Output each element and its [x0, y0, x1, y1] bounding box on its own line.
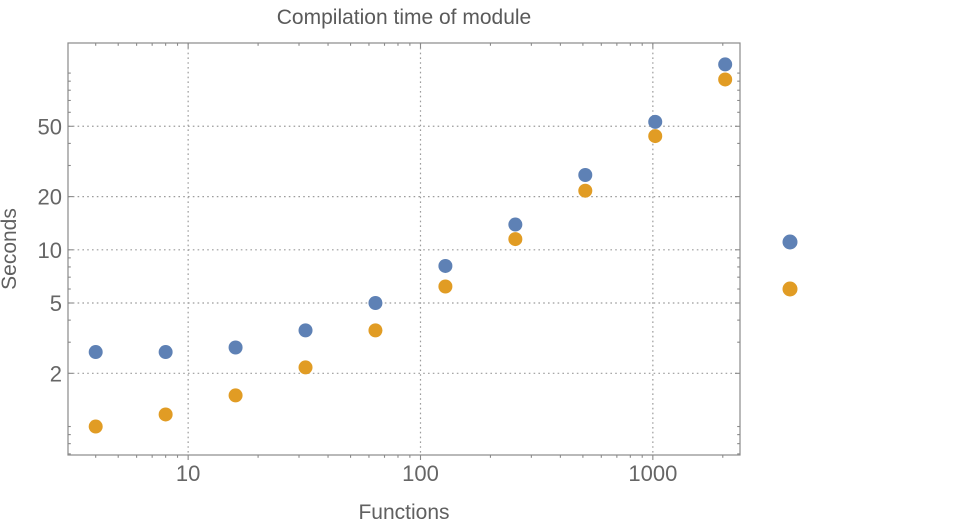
legend-marker-1 — [782, 234, 798, 250]
data-point-series-1 — [648, 114, 663, 129]
data-point-series-2 — [648, 129, 663, 144]
data-point-series-1 — [158, 345, 173, 360]
y-tick-label: 10 — [38, 238, 62, 263]
x-tick-label: 1000 — [628, 461, 677, 486]
legend-marker-2 — [782, 281, 798, 297]
x-tick-label: 10 — [176, 461, 200, 486]
y-tick-label: 2 — [50, 361, 62, 386]
data-point-series-1 — [368, 296, 383, 311]
data-points — [88, 57, 733, 434]
chart-title: Compilation time of module — [277, 6, 531, 29]
data-point-series-1 — [438, 258, 453, 273]
data-point-series-1 — [88, 345, 103, 360]
x-tick-label: 100 — [402, 461, 439, 486]
data-point-series-1 — [718, 57, 733, 72]
data-point-series-2 — [158, 407, 173, 422]
data-point-series-1 — [508, 217, 523, 232]
data-point-series-1 — [578, 168, 593, 183]
data-point-series-2 — [228, 388, 243, 403]
data-point-series-2 — [298, 360, 313, 375]
legend — [782, 234, 798, 297]
tick-marks — [68, 43, 740, 460]
data-point-series-2 — [578, 183, 593, 198]
data-point-series-1 — [228, 340, 243, 355]
y-tick-label: 50 — [38, 114, 62, 139]
y-tick-label: 5 — [50, 291, 62, 316]
x-axis-label: Functions — [358, 501, 449, 524]
data-point-series-2 — [88, 419, 103, 434]
frame-rect — [67, 42, 741, 456]
y-axis-label: Seconds — [0, 208, 21, 290]
data-point-series-2 — [368, 323, 383, 338]
y-tick-label: 20 — [38, 185, 62, 210]
data-point-series-1 — [298, 323, 313, 338]
gridlines — [68, 43, 740, 455]
data-point-series-2 — [508, 232, 523, 247]
tick-labels: 10 100 1000 2 5 10 20 50 — [38, 114, 678, 486]
data-point-series-2 — [438, 279, 453, 294]
data-point-series-2 — [718, 72, 733, 87]
plot-frame — [67, 42, 741, 456]
